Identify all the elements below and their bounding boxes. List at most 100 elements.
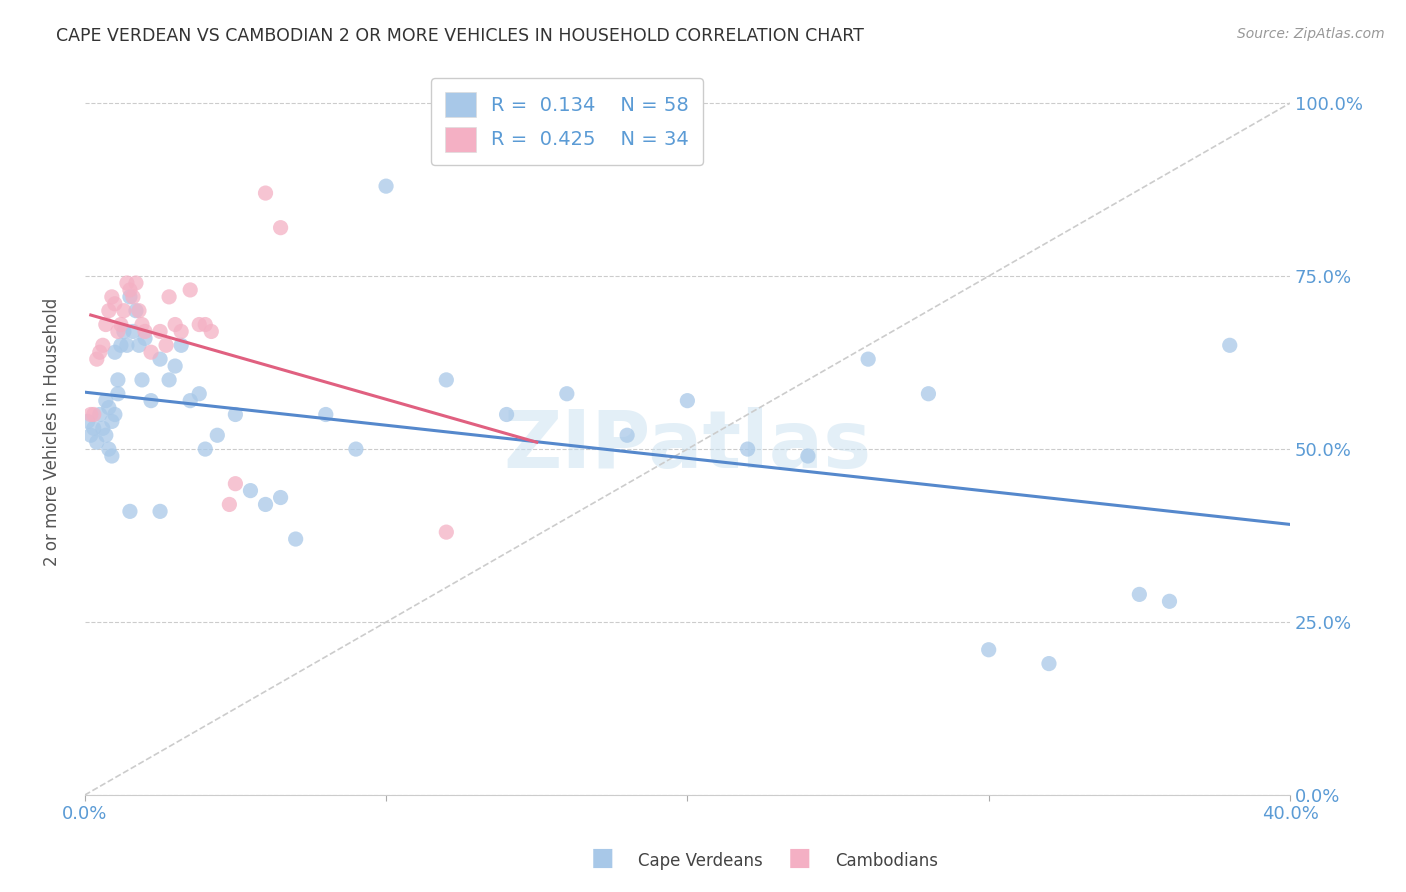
- Point: [207, 428, 229, 442]
- Point: [170, 338, 193, 352]
- Point: [218, 498, 240, 512]
- Point: [89, 345, 111, 359]
- Point: [122, 325, 145, 339]
- Point: [179, 393, 201, 408]
- Point: [101, 449, 124, 463]
- Point: [83, 421, 105, 435]
- Point: [555, 386, 578, 401]
- Point: [122, 290, 145, 304]
- Point: [616, 428, 638, 442]
- Point: [179, 283, 201, 297]
- Point: [86, 352, 108, 367]
- Point: [118, 283, 141, 297]
- Text: Cape Verdeans: Cape Verdeans: [638, 852, 763, 870]
- Point: [155, 338, 177, 352]
- Point: [125, 276, 148, 290]
- Point: [1128, 587, 1150, 601]
- Point: [676, 393, 699, 408]
- Point: [170, 325, 193, 339]
- Point: [83, 408, 105, 422]
- Point: [797, 449, 820, 463]
- Point: [254, 498, 277, 512]
- Point: [1038, 657, 1060, 671]
- Point: [112, 325, 135, 339]
- Point: [149, 325, 172, 339]
- Point: [128, 338, 150, 352]
- Point: [101, 290, 124, 304]
- Point: [737, 442, 759, 456]
- Point: [97, 401, 120, 415]
- Text: Cambodians: Cambodians: [835, 852, 938, 870]
- Point: [254, 186, 277, 200]
- Point: [224, 408, 246, 422]
- Point: [165, 359, 187, 373]
- Point: [107, 325, 129, 339]
- Point: [97, 303, 120, 318]
- Point: [194, 318, 217, 332]
- Point: [112, 303, 135, 318]
- Point: [375, 179, 398, 194]
- Point: [107, 386, 129, 401]
- Point: [434, 373, 457, 387]
- Point: [104, 297, 127, 311]
- Point: [134, 325, 156, 339]
- Point: [270, 491, 292, 505]
- Point: [118, 290, 141, 304]
- Point: [1159, 594, 1181, 608]
- Point: [94, 428, 117, 442]
- Point: [194, 442, 217, 456]
- Point: [270, 220, 292, 235]
- Point: [110, 318, 132, 332]
- Point: [131, 318, 153, 332]
- Point: [495, 408, 517, 422]
- Text: CAPE VERDEAN VS CAMBODIAN 2 OR MORE VEHICLES IN HOUSEHOLD CORRELATION CHART: CAPE VERDEAN VS CAMBODIAN 2 OR MORE VEHI…: [56, 27, 865, 45]
- Text: ■: ■: [787, 846, 811, 870]
- Point: [125, 303, 148, 318]
- Point: [128, 303, 150, 318]
- Point: [91, 338, 114, 352]
- Point: [89, 408, 111, 422]
- Point: [139, 393, 162, 408]
- Point: [91, 421, 114, 435]
- Point: [76, 414, 98, 428]
- Point: [118, 504, 141, 518]
- Point: [239, 483, 262, 498]
- Point: [224, 476, 246, 491]
- Point: [434, 525, 457, 540]
- Text: Source: ZipAtlas.com: Source: ZipAtlas.com: [1237, 27, 1385, 41]
- Point: [101, 414, 124, 428]
- Point: [134, 331, 156, 345]
- Text: ■: ■: [591, 846, 614, 870]
- Point: [157, 373, 180, 387]
- Point: [131, 373, 153, 387]
- Point: [94, 318, 117, 332]
- Point: [315, 408, 337, 422]
- Point: [104, 408, 127, 422]
- Point: [94, 393, 117, 408]
- Point: [977, 642, 1000, 657]
- Point: [80, 408, 103, 422]
- Point: [284, 532, 307, 546]
- Point: [165, 318, 187, 332]
- Point: [188, 386, 211, 401]
- Point: [1219, 338, 1241, 352]
- Point: [149, 352, 172, 367]
- Point: [917, 386, 939, 401]
- Point: [139, 345, 162, 359]
- Point: [856, 352, 879, 367]
- Point: [149, 504, 172, 518]
- Point: [104, 345, 127, 359]
- Text: ZIPatlas: ZIPatlas: [503, 408, 872, 485]
- Point: [115, 276, 138, 290]
- Point: [80, 428, 103, 442]
- Point: [200, 325, 222, 339]
- Point: [107, 373, 129, 387]
- Point: [110, 338, 132, 352]
- Legend: R =  0.134    N = 58, R =  0.425    N = 34: R = 0.134 N = 58, R = 0.425 N = 34: [432, 78, 703, 165]
- Point: [115, 338, 138, 352]
- Point: [97, 442, 120, 456]
- Point: [86, 435, 108, 450]
- Y-axis label: 2 or more Vehicles in Household: 2 or more Vehicles in Household: [44, 298, 60, 566]
- Point: [188, 318, 211, 332]
- Point: [344, 442, 367, 456]
